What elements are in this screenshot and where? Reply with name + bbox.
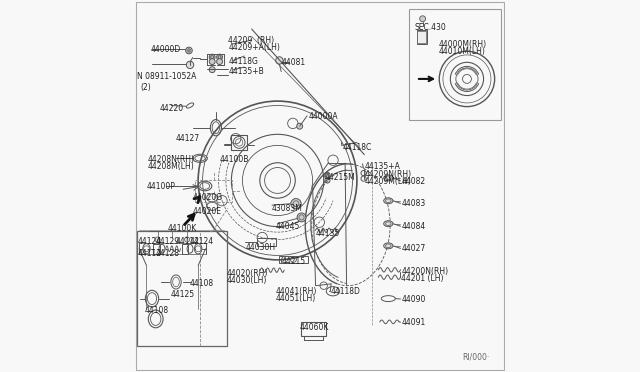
Text: 44112: 44112	[176, 237, 200, 246]
Circle shape	[209, 67, 215, 73]
Circle shape	[209, 54, 215, 60]
Circle shape	[216, 54, 223, 60]
Bar	[232, 135, 247, 150]
Text: 44129: 44129	[156, 237, 179, 246]
Bar	[278, 256, 308, 263]
Text: 44209N(RH): 44209N(RH)	[364, 170, 412, 179]
Text: 44124: 44124	[138, 237, 162, 246]
Bar	[301, 321, 326, 336]
Text: 44000M(RH): 44000M(RH)	[438, 41, 486, 49]
Text: 44112: 44112	[138, 249, 162, 258]
Text: 44051(LH): 44051(LH)	[276, 295, 316, 304]
Text: 44010M(LH): 44010M(LH)	[438, 48, 485, 57]
Text: 44108: 44108	[145, 306, 169, 315]
Text: 44215M: 44215M	[324, 173, 355, 182]
Bar	[417, 31, 426, 43]
Text: 44020E: 44020E	[193, 206, 221, 216]
Text: 44208N(RH): 44208N(RH)	[148, 155, 195, 164]
Circle shape	[291, 199, 301, 209]
Circle shape	[216, 59, 223, 64]
Text: 44124: 44124	[190, 237, 214, 246]
Text: 44135+A: 44135+A	[364, 162, 400, 171]
Bar	[408, 9, 501, 119]
Text: SEC.430: SEC.430	[414, 23, 446, 32]
Text: N 08911-1052A: N 08911-1052A	[137, 72, 196, 81]
Text: 44083: 44083	[401, 199, 426, 208]
Circle shape	[155, 237, 160, 242]
Bar	[417, 30, 427, 44]
Text: 44100B: 44100B	[220, 155, 249, 164]
Text: 44118D: 44118D	[331, 288, 361, 296]
Text: 44030H: 44030H	[245, 243, 276, 252]
Ellipse shape	[384, 243, 393, 249]
Circle shape	[187, 49, 191, 52]
Text: 44208M(LH): 44208M(LH)	[148, 162, 195, 171]
Circle shape	[297, 213, 306, 222]
Circle shape	[209, 59, 215, 64]
Bar	[182, 244, 188, 254]
Text: 44100K: 44100K	[168, 224, 197, 233]
Bar	[153, 244, 160, 254]
Text: 44209  (RH): 44209 (RH)	[228, 36, 275, 45]
Text: 44081: 44081	[281, 58, 305, 67]
Text: 44091: 44091	[401, 318, 426, 327]
Text: 44020G: 44020G	[193, 193, 223, 202]
Circle shape	[297, 123, 303, 129]
Text: 44045: 44045	[276, 222, 300, 231]
Circle shape	[420, 16, 426, 22]
Text: 44090: 44090	[401, 295, 426, 304]
Text: 44082: 44082	[401, 177, 426, 186]
Circle shape	[186, 61, 194, 68]
Text: 44100P: 44100P	[147, 182, 175, 191]
Ellipse shape	[384, 175, 393, 181]
Text: 44030(LH): 44030(LH)	[227, 276, 268, 285]
Text: 44000D: 44000D	[150, 45, 180, 54]
Text: 44020(RH): 44020(RH)	[227, 269, 268, 278]
Text: RI/000·: RI/000·	[463, 352, 490, 361]
Text: 43083M: 43083M	[272, 203, 303, 213]
Text: 44135: 44135	[316, 230, 340, 238]
Circle shape	[324, 172, 330, 177]
Text: 44000A: 44000A	[308, 112, 338, 121]
Text: 44127: 44127	[176, 134, 200, 143]
Bar	[257, 238, 276, 246]
Text: 44027: 44027	[401, 244, 426, 253]
Circle shape	[324, 178, 330, 183]
Text: 44209+A(LH): 44209+A(LH)	[228, 44, 280, 52]
Ellipse shape	[384, 221, 393, 227]
Text: 44108: 44108	[190, 279, 214, 288]
Text: 44215: 44215	[281, 257, 305, 266]
Circle shape	[186, 47, 192, 54]
Ellipse shape	[384, 198, 393, 204]
Text: 44084: 44084	[401, 222, 426, 231]
Text: 44128: 44128	[156, 249, 179, 258]
Bar	[137, 231, 227, 346]
Text: 44200N(RH): 44200N(RH)	[401, 267, 449, 276]
Text: 44209M(LH): 44209M(LH)	[364, 177, 411, 186]
Text: 44201 (LH): 44201 (LH)	[401, 274, 444, 283]
Text: 44060K: 44060K	[300, 323, 329, 331]
Bar	[195, 180, 232, 202]
Circle shape	[276, 57, 283, 64]
Text: (2): (2)	[141, 83, 151, 92]
Text: 44118G: 44118G	[228, 57, 259, 67]
Text: 44041(RH): 44041(RH)	[276, 288, 317, 296]
Circle shape	[184, 237, 189, 242]
Text: 44135+B: 44135+B	[228, 67, 264, 76]
Text: 44125: 44125	[170, 291, 195, 299]
Text: 44118C: 44118C	[342, 143, 371, 152]
Text: 44220: 44220	[159, 104, 184, 113]
